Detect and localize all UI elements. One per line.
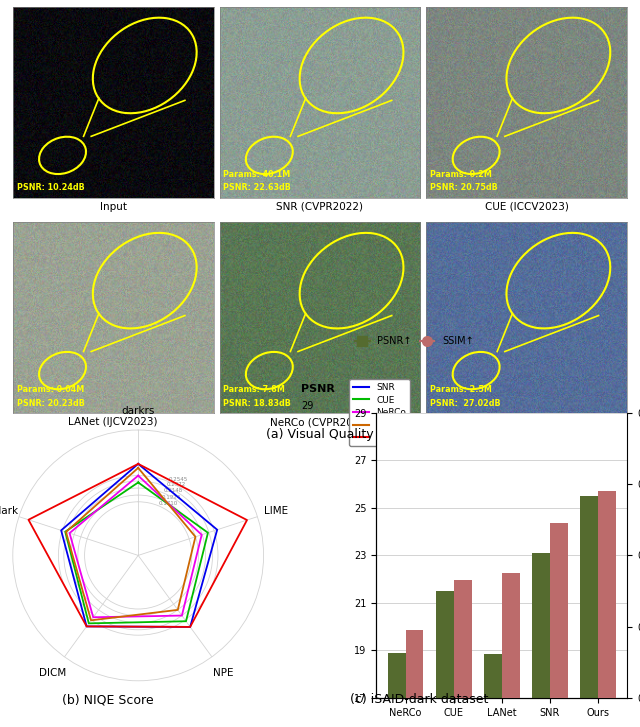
Bar — [484, 654, 502, 727]
X-axis label: CUE (ICCV2023): CUE (ICCV2023) — [485, 202, 569, 212]
Legend: SNR, CUE, NeRCo, LANet, Ours: SNR, CUE, NeRCo, LANet, Ours — [349, 379, 410, 446]
Bar — [598, 491, 616, 727]
Text: 29: 29 — [301, 401, 314, 411]
Text: PSNR: 20.23dB: PSNR: 20.23dB — [17, 398, 84, 408]
Text: PSNR: 22.63dB: PSNR: 22.63dB — [223, 183, 291, 193]
Bar — [532, 553, 550, 727]
Text: Params: 0.04M: Params: 0.04M — [17, 385, 84, 394]
Text: PSNR: PSNR — [301, 385, 335, 394]
Text: PSNR:  27.02dB: PSNR: 27.02dB — [430, 398, 501, 408]
Bar — [388, 653, 406, 727]
Bar — [580, 496, 598, 727]
Text: PSNR: 18.83dB: PSNR: 18.83dB — [223, 398, 291, 408]
Bar — [550, 523, 568, 727]
Bar — [436, 591, 454, 727]
Text: (b) NIQE Score: (b) NIQE Score — [61, 693, 154, 706]
Text: Params: 7.8M: Params: 7.8M — [223, 385, 285, 394]
Legend: PSNR↑, SSIM↑: PSNR↑, SSIM↑ — [351, 332, 477, 350]
X-axis label: LANet (IJCV2023): LANet (IJCV2023) — [68, 417, 158, 427]
X-axis label: Ours: Ours — [515, 417, 539, 427]
Text: PSNR: 20.75dB: PSNR: 20.75dB — [430, 183, 498, 193]
Text: (c) iSAID-dark dataset: (c) iSAID-dark dataset — [350, 693, 488, 706]
Text: Params: 2.5M: Params: 2.5M — [430, 385, 492, 394]
X-axis label: SNR (CVPR2022): SNR (CVPR2022) — [276, 202, 364, 212]
X-axis label: Input: Input — [100, 202, 127, 212]
Text: Params: 0.2M: Params: 0.2M — [430, 169, 492, 179]
Text: PSNR: 10.24dB: PSNR: 10.24dB — [17, 183, 84, 193]
Bar — [454, 580, 472, 727]
Bar — [406, 630, 424, 727]
X-axis label: NeRCo (CVPR2023): NeRCo (CVPR2023) — [270, 417, 370, 427]
Bar — [502, 573, 520, 727]
Text: (a) Visual Quality: (a) Visual Quality — [266, 428, 374, 441]
Text: Params: 40.1M: Params: 40.1M — [223, 169, 291, 179]
